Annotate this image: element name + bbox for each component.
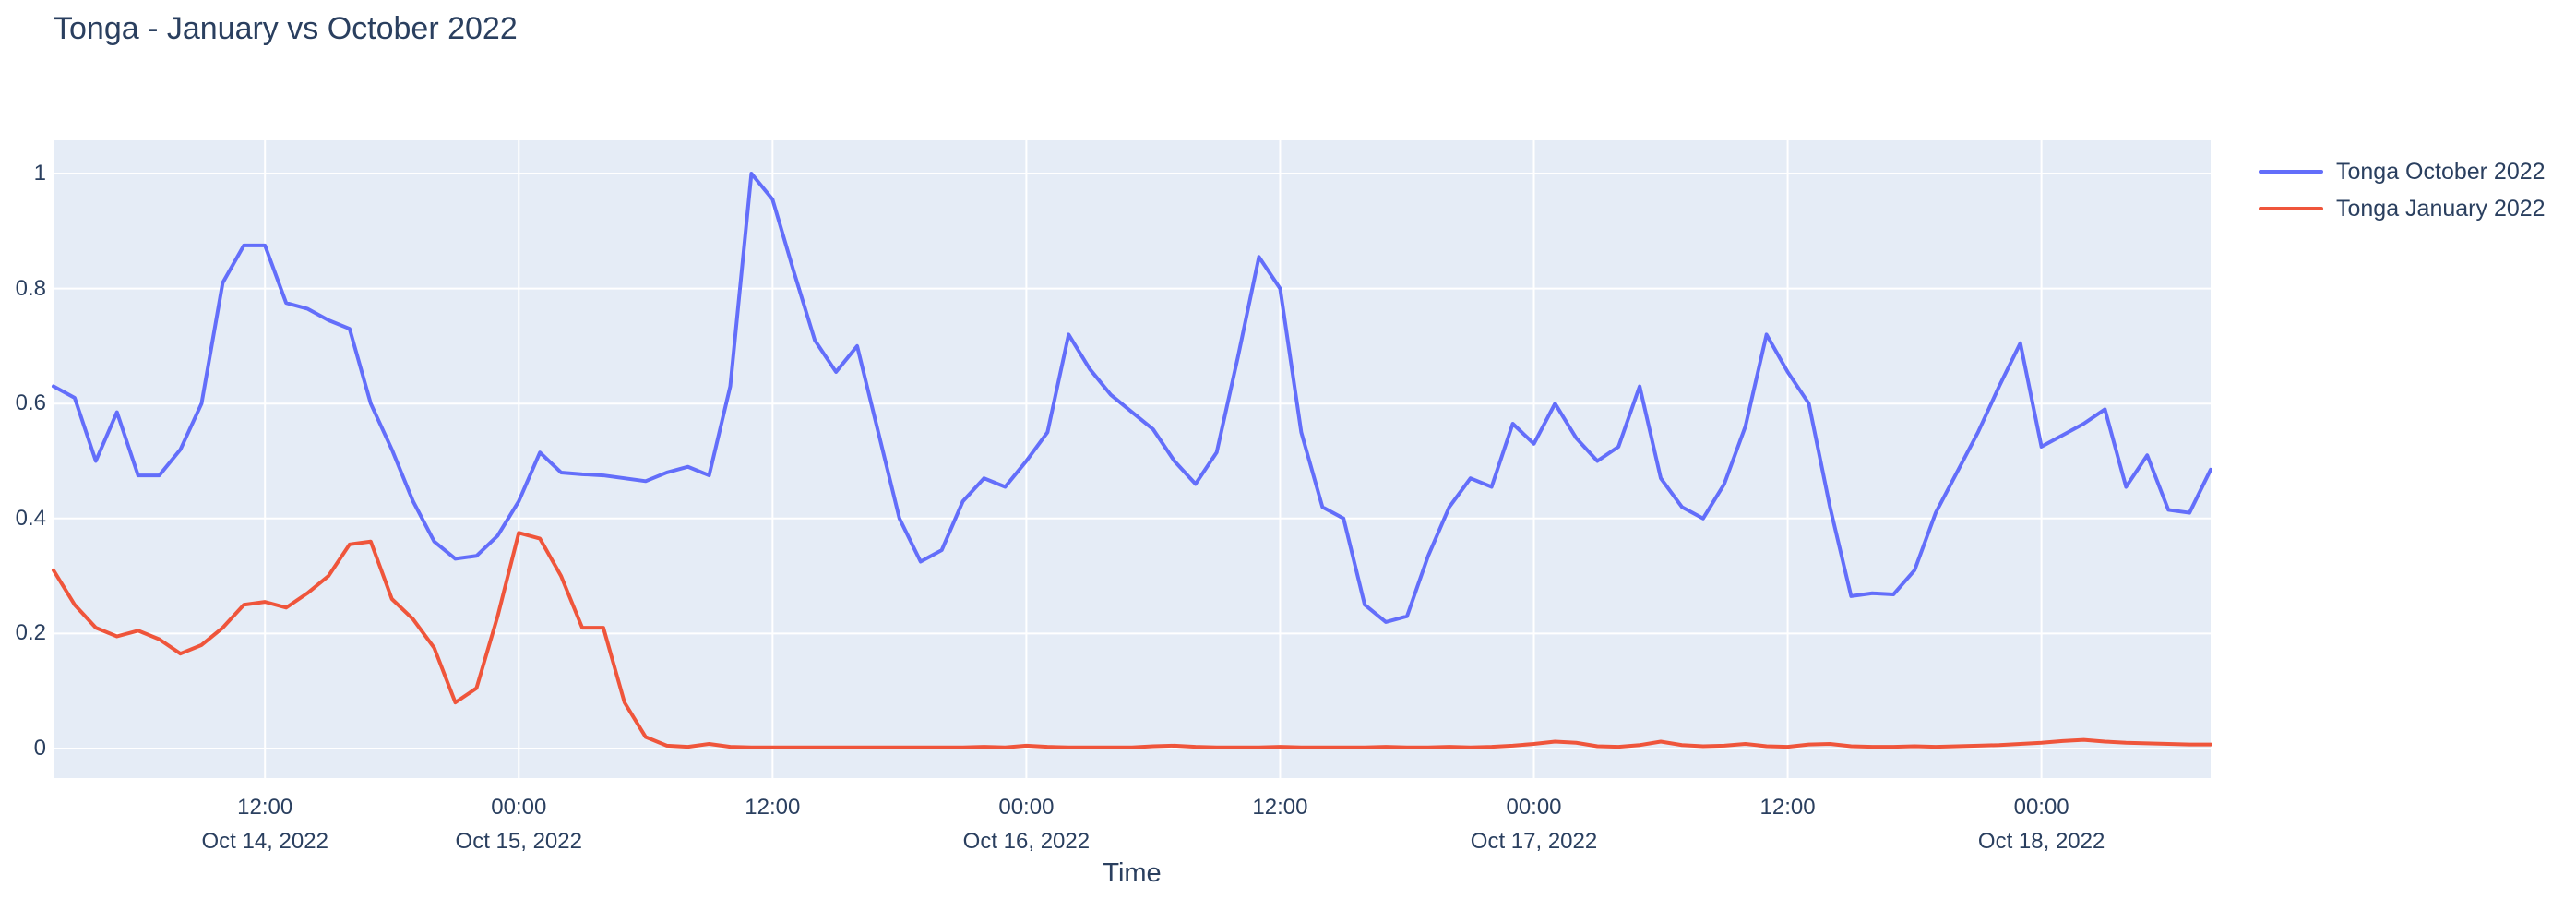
legend-label-october: Tonga October 2022 (2336, 158, 2546, 185)
line-series-tonga-january-2022[interactable] (52, 531, 2212, 749)
chart-title: Tonga - January vs October 2022 (54, 11, 518, 46)
legend-line-sample-october (2259, 170, 2323, 174)
y-tick-label: 0.2 (15, 620, 46, 646)
legend-line-sample-january (2259, 207, 2323, 210)
x-tick-label: 12:00 Oct 14, 2022 (201, 795, 328, 854)
x-tick-label: 00:00 Oct 17, 2022 (1470, 795, 1598, 854)
x-tick-label: 00:00 Oct 15, 2022 (455, 795, 582, 854)
legend-label-january: Tonga January 2022 (2336, 195, 2546, 222)
legend-item-october[interactable]: Tonga October 2022 (2259, 153, 2546, 190)
x-tick-label: 00:00 Oct 16, 2022 (962, 795, 1091, 854)
x-axis-title: Time (1103, 858, 1162, 888)
line-series-tonga-october-2022[interactable] (52, 172, 2212, 624)
y-tick-label: 0.8 (15, 275, 46, 301)
x-tick-label: 12:00 (1759, 795, 1816, 820)
x-tick-label: 00:00 Oct 18, 2022 (1977, 795, 2105, 854)
y-tick-label: 0 (33, 735, 46, 761)
x-tick-label: 12:00 (745, 795, 801, 820)
y-tick-label: 0.6 (15, 390, 46, 416)
plot-background (54, 140, 2211, 778)
y-tick-label: 1 (33, 161, 46, 186)
legend: Tonga October 2022 Tonga January 2022 (2259, 153, 2546, 227)
legend-item-january[interactable]: Tonga January 2022 (2259, 190, 2546, 227)
x-tick-label: 12:00 (1252, 795, 1308, 820)
y-tick-label: 0.4 (15, 505, 46, 531)
